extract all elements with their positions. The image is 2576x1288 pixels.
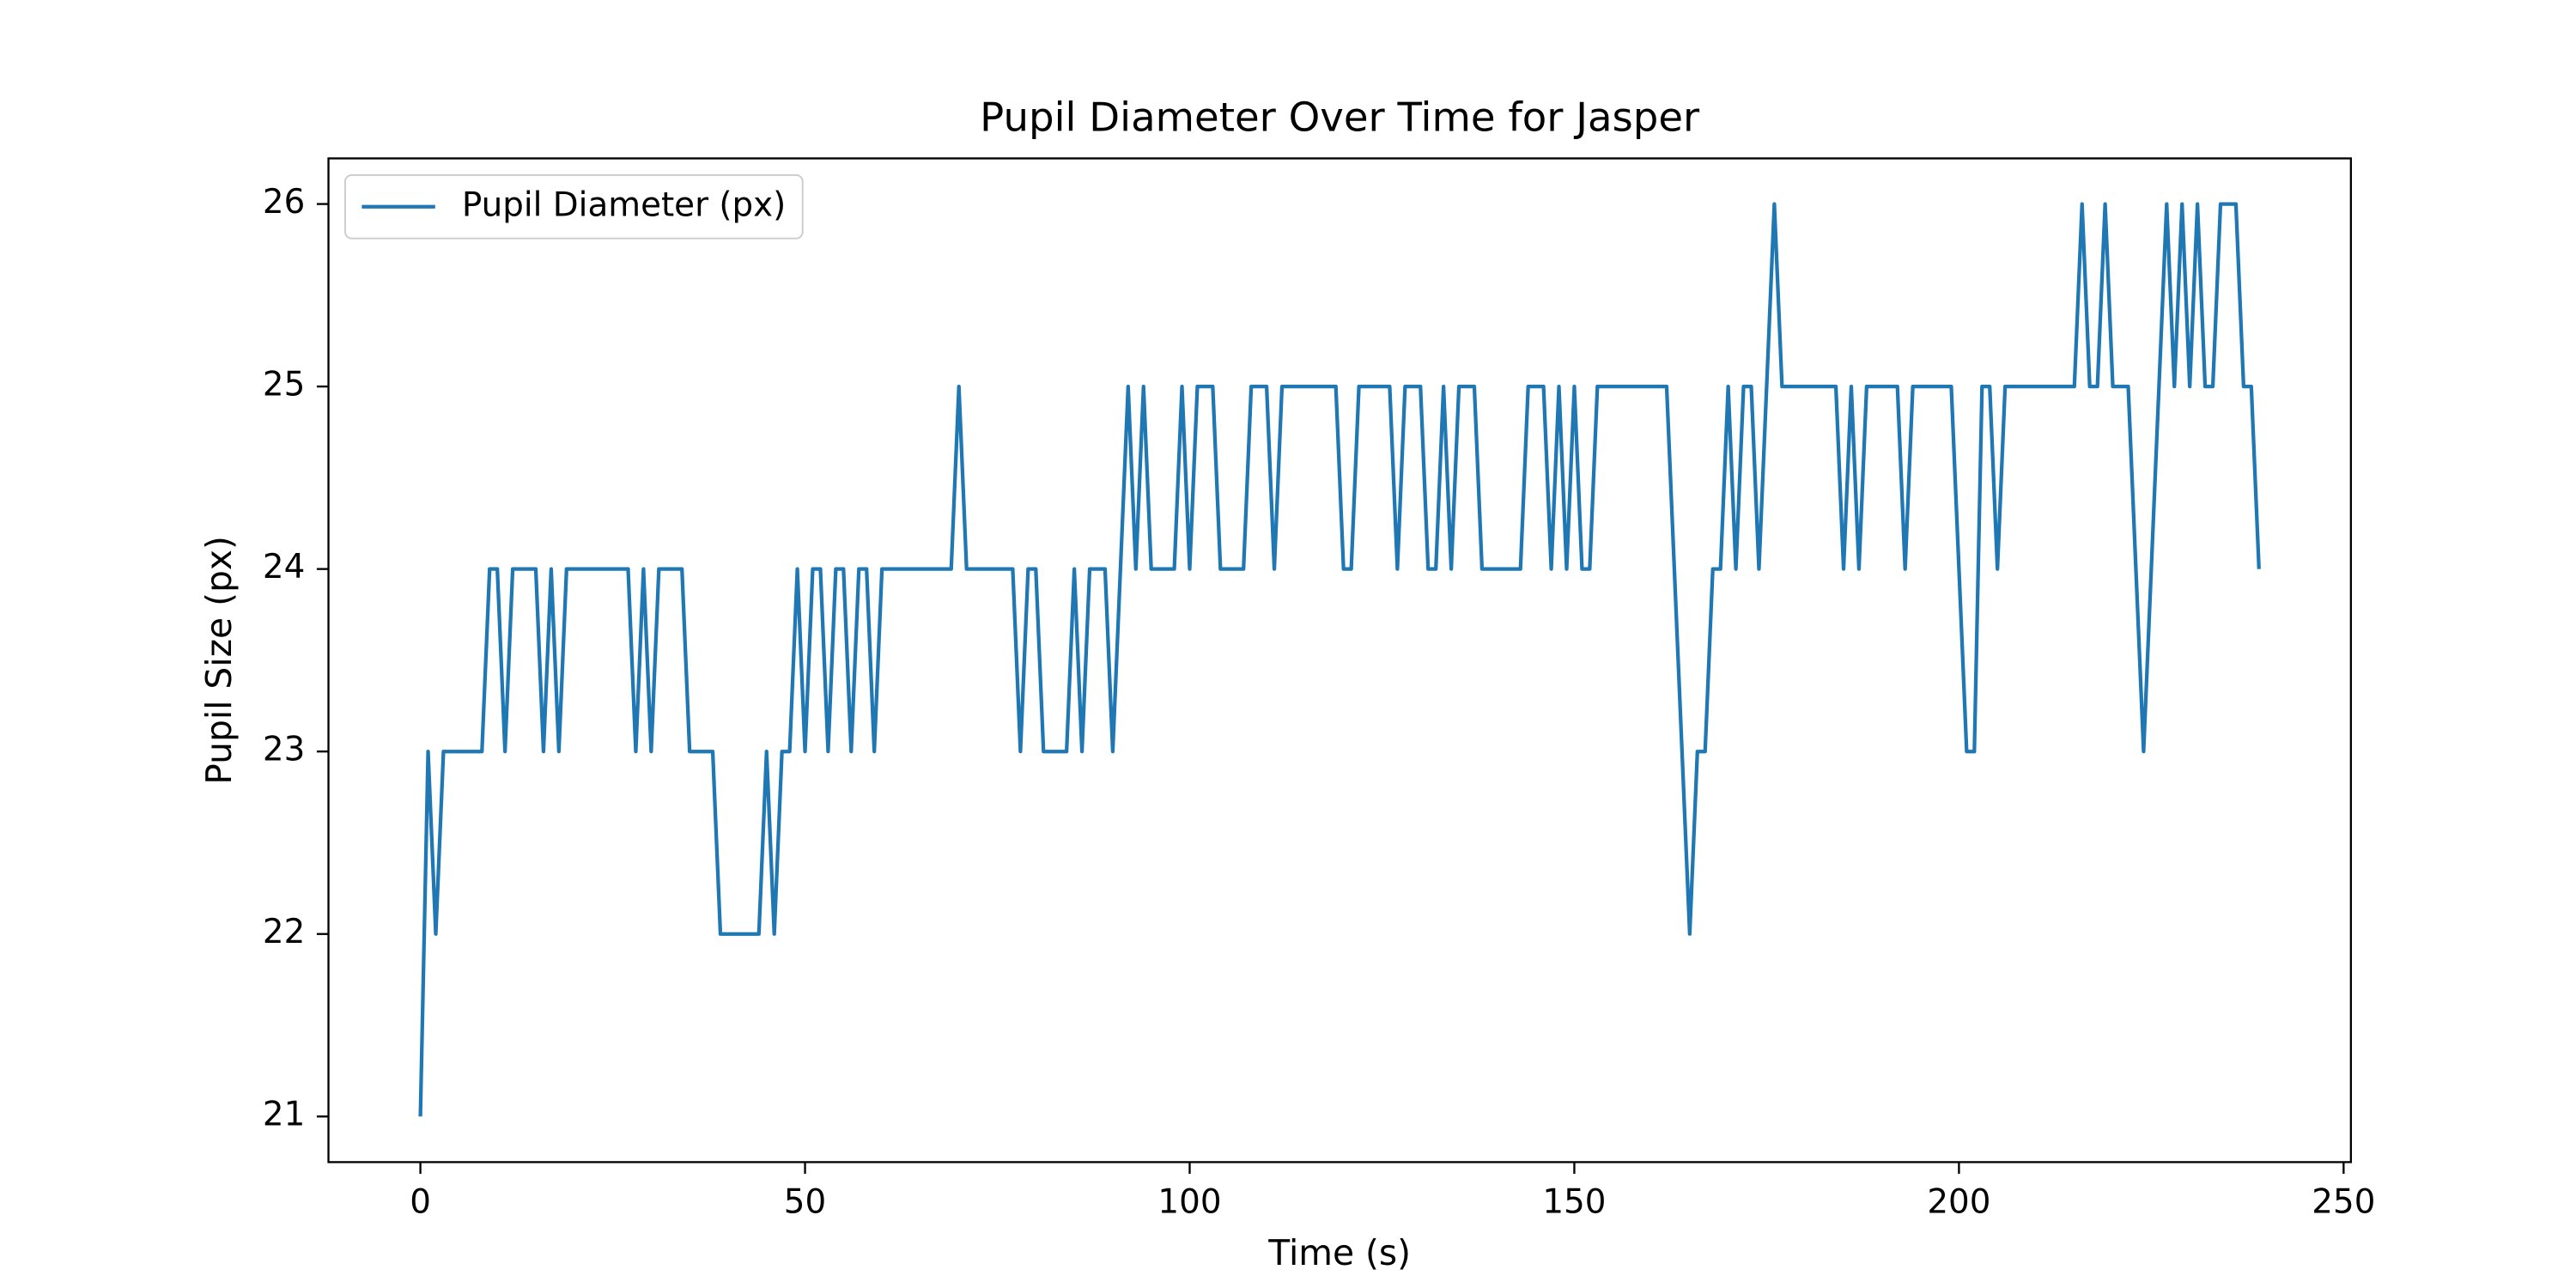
x-tick-label: 150 [1542, 1182, 1606, 1221]
x-axis-label: Time (s) [1267, 1232, 1411, 1273]
y-tick-label: 21 [263, 1096, 305, 1134]
x-tick-label: 100 [1157, 1182, 1221, 1221]
y-tick-label: 26 [263, 183, 305, 222]
y-axis-label: Pupil Size (px) [198, 536, 240, 785]
x-tick-label: 0 [410, 1182, 431, 1221]
x-tick-label: 250 [2312, 1182, 2375, 1221]
x-tick-label: 50 [784, 1182, 826, 1221]
legend-label: Pupil Diameter (px) [462, 185, 786, 224]
y-tick-label: 22 [263, 913, 305, 951]
x-tick-label: 200 [1927, 1182, 1990, 1221]
chart-title: Pupil Diameter Over Time for Jasper [980, 94, 1700, 140]
legend-box [343, 173, 804, 240]
y-tick-label: 25 [263, 366, 305, 404]
y-tick-label: 23 [263, 731, 305, 769]
plot-frame [327, 157, 2353, 1163]
y-tick-label: 24 [263, 548, 305, 586]
data-line [418, 202, 2261, 1117]
